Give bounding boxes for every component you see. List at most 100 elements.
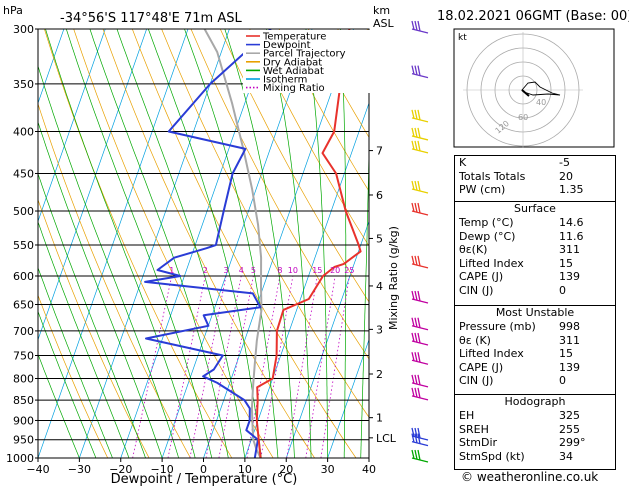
index-row: θε (K) 311 [455, 334, 615, 348]
barb-flag [411, 127, 415, 137]
barb-flag [417, 140, 421, 152]
pressure-tick-label: 1000 [6, 452, 34, 465]
index-value: 0 [559, 283, 566, 297]
barb-flag [417, 127, 421, 139]
wind-barb [411, 433, 429, 447]
index-label: θε(K) [459, 243, 488, 256]
hodograph-frame [453, 28, 615, 148]
barb-flag [411, 180, 415, 190]
index-row: Temp (°C) 14.6 [455, 216, 615, 230]
isotherm-line [203, 29, 354, 458]
index-value: -5 [559, 156, 570, 169]
barb-flag [417, 290, 421, 302]
hodograph-ring-60: 60 [518, 113, 528, 122]
legend-background [243, 30, 370, 93]
index-row: PW (cm) 1.35 [455, 183, 615, 197]
mixing-ratio-line [286, 275, 318, 458]
mixing-ratio-label: 1 [169, 266, 174, 275]
barb-flag [417, 180, 421, 192]
barb-flag [411, 65, 415, 75]
legend-label: Isotherm [263, 75, 307, 86]
barb-flag [411, 387, 415, 397]
index-value: 14.6 [559, 216, 584, 229]
temperature-tick-label: 30 [321, 463, 335, 476]
index-row: Dewp (°C) 11.6 [455, 230, 615, 244]
wet-adiabat-line [340, 29, 347, 458]
pressure-tick-label: 550 [13, 239, 34, 252]
legend-label: Dry Adiabat [263, 57, 322, 68]
barb-flag [414, 202, 418, 213]
wind-barb [411, 374, 429, 388]
index-label: PW (cm) [459, 183, 506, 196]
index-label: Pressure (mb) [459, 320, 536, 333]
mixing-ratio-line [167, 275, 206, 458]
mixing-ratio-label: 15 [312, 266, 322, 275]
mixing-ratio-label: 3 [223, 266, 228, 275]
barb-flag [414, 427, 418, 438]
barb-flag [411, 352, 415, 361]
index-label: K [459, 156, 467, 169]
mixing-ratio-line [205, 275, 242, 458]
location-title: -34°56'S 117°48'E 71m ASL [60, 11, 242, 26]
hodograph-unit-label: kt [458, 33, 467, 43]
index-value: 311 [559, 333, 580, 347]
index-label: SREH [459, 422, 489, 436]
hodograph-panel: kt 40 60 120 [453, 28, 615, 148]
wind-barb [411, 180, 429, 194]
mixing-ratio-label: 10 [288, 266, 298, 275]
index-row: Lifted Index 15 [455, 347, 615, 361]
temperature-tick-label: 40 [362, 463, 376, 476]
isotherm-line [38, 29, 65, 105]
index-row: EH 325 [455, 409, 615, 423]
index-row: θε(K) 311 [455, 243, 615, 257]
index-label: EH [459, 409, 475, 422]
km-tick-label: 6 [376, 189, 383, 202]
index-row: CIN (J) 0 [455, 284, 615, 298]
wind-barb [411, 109, 429, 123]
axis-labels: 3003504004505005506006507007508008509009… [6, 23, 376, 476]
pressure-tick-label: 350 [13, 78, 34, 91]
index-row: CAPE (J) 139 [455, 361, 615, 375]
index-row: CIN (J) 0 [455, 374, 615, 388]
index-value: 20 [559, 169, 573, 183]
km-tick-label: 5 [376, 232, 383, 245]
hodograph-indices-panel: Hodograph EH 325 SREH 255 StmDir 299° StmSp… [454, 394, 616, 470]
mixing-ratio-label: 25 [344, 266, 354, 275]
mixing-ratio-labels: 1 2 3 4 5 8 10 15 20 25 [169, 266, 354, 275]
wind-barb [411, 352, 429, 365]
index-value: 1.35 [559, 183, 584, 196]
index-value: 11.6 [559, 229, 584, 243]
index-label: CIN (J) [459, 374, 494, 387]
series-parcel-trajectory [203, 29, 263, 458]
km-tick-label: 2 [376, 368, 383, 381]
isotherm-line [244, 101, 369, 458]
index-row: StmDir 299° [455, 436, 615, 450]
barb-flag [414, 140, 418, 151]
asl-label: ASL [373, 17, 395, 30]
wind-barb [411, 387, 429, 401]
datetime-title: 18.02.2021 06GMT (Base: 00) [437, 9, 629, 24]
temperature-tick-label: −20 [109, 463, 132, 476]
pressure-tick-label: 950 [13, 434, 34, 447]
barb-flag [411, 109, 415, 119]
barb-flag [417, 317, 421, 329]
barb-flag [417, 109, 421, 121]
temperature-tick-label: −10 [151, 463, 174, 476]
legend-label: Dewpoint [263, 40, 311, 51]
isotherm-line [79, 29, 230, 458]
barb-flag [417, 387, 421, 399]
index-label: Lifted Index [459, 347, 524, 360]
barb-flag [414, 290, 418, 301]
index-label: Lifted Index [459, 256, 524, 270]
barb-flag [414, 109, 418, 120]
index-value: 325 [559, 409, 580, 422]
pressure-tick-label: 500 [13, 205, 34, 218]
index-row: CAPE (J) 139 [455, 270, 615, 284]
pressure-tick-label: 700 [13, 325, 34, 338]
series-temperature [255, 29, 362, 458]
dry-adiabat-line [44, 29, 233, 458]
isotherm-line [38, 29, 189, 458]
index-label: StmSpd (kt) [459, 449, 525, 463]
index-value: 34 [559, 449, 573, 463]
temperature-tick-label: −30 [68, 463, 91, 476]
